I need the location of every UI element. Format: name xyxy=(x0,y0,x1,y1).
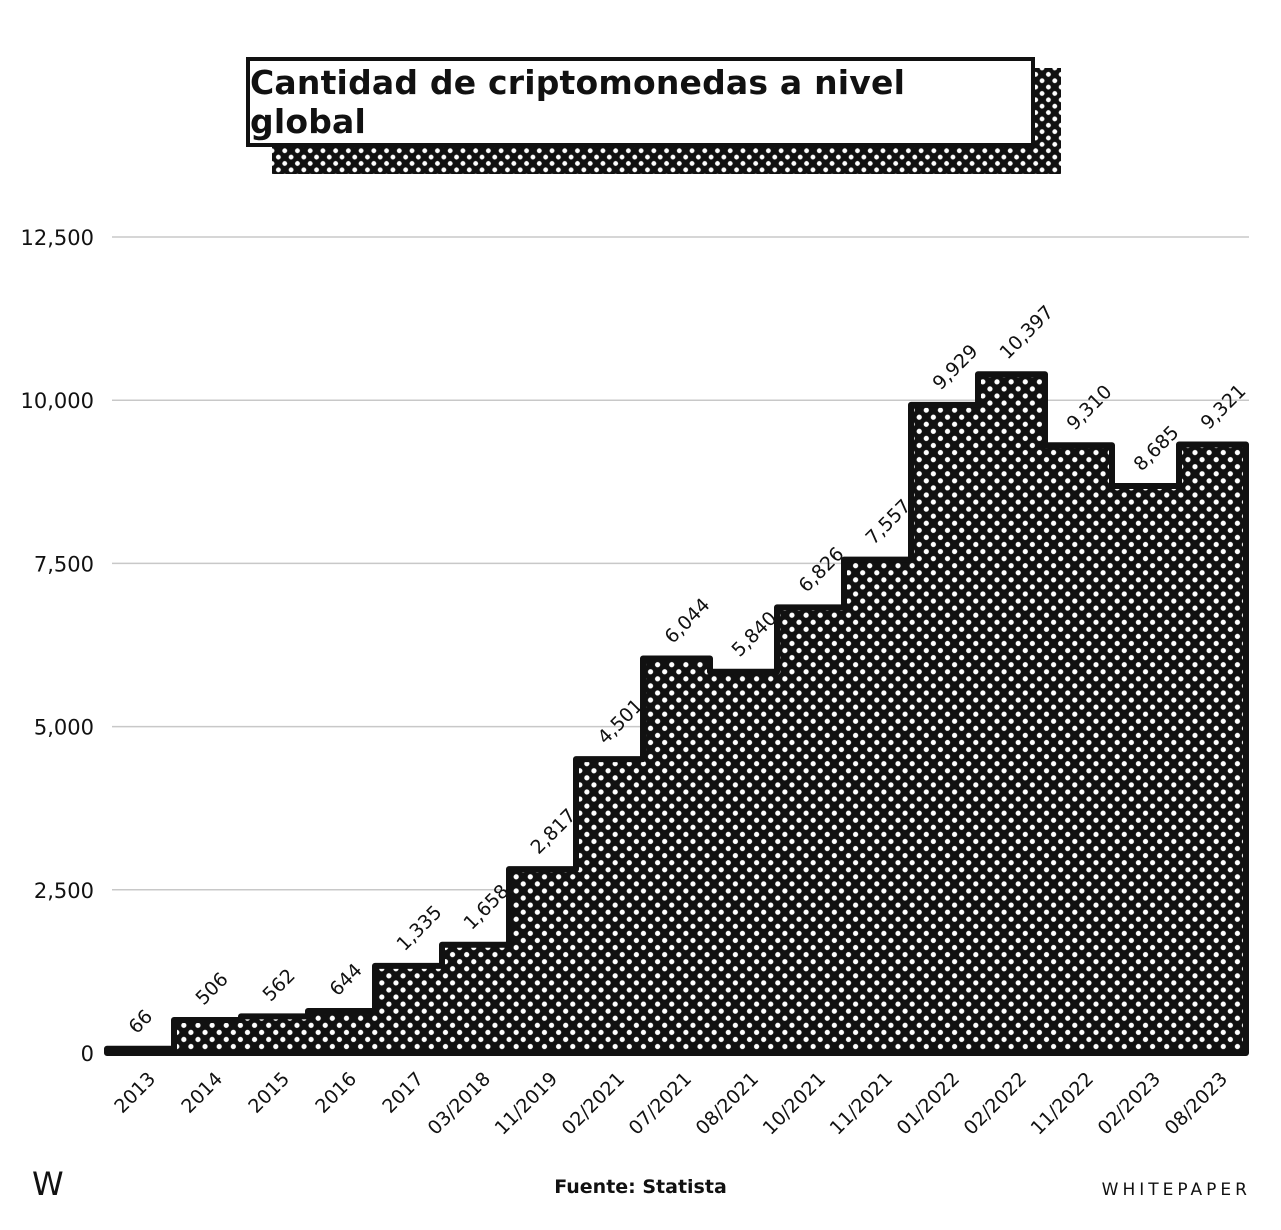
x-tick-label: 02/2023 xyxy=(1094,1068,1165,1139)
x-tick-label: 2016 xyxy=(311,1068,361,1118)
data-label: 9,321 xyxy=(1196,380,1250,434)
data-label: 66 xyxy=(124,1006,157,1039)
x-tick-label: 10/2021 xyxy=(759,1068,830,1139)
data-label: 4,501 xyxy=(593,695,647,749)
chart-title: Cantidad de criptomonedas a nivel global xyxy=(250,63,906,141)
x-tick-label: 01/2022 xyxy=(893,1068,964,1139)
data-label: 7,557 xyxy=(861,495,915,549)
data-label: 562 xyxy=(258,965,299,1006)
x-tick-label: 2013 xyxy=(110,1068,160,1118)
y-tick-label: 2,500 xyxy=(34,879,94,903)
x-tick-label: 2014 xyxy=(177,1068,227,1118)
data-label: 8,685 xyxy=(1129,422,1183,476)
data-label: 6,826 xyxy=(794,543,848,597)
y-tick-label: 5,000 xyxy=(34,716,94,740)
y-tick-label: 7,500 xyxy=(34,552,94,576)
whitepaper-logo-mark: W xyxy=(32,1165,64,1203)
area-step-path xyxy=(104,371,1249,1056)
x-tick-label: 08/2021 xyxy=(692,1068,763,1139)
data-label: 6,044 xyxy=(660,594,714,648)
x-tick-label: 07/2021 xyxy=(625,1068,696,1139)
x-tick-label: 2017 xyxy=(378,1068,428,1118)
data-label: 1,335 xyxy=(392,901,446,955)
data-label: 10,397 xyxy=(995,301,1058,364)
brand-wordmark: WHITEPAPER xyxy=(1101,1180,1251,1200)
data-label: 644 xyxy=(325,959,366,1000)
x-tick-label: 2015 xyxy=(244,1068,294,1118)
x-tick-label: 03/2018 xyxy=(424,1068,495,1139)
x-tick-label: 11/2021 xyxy=(826,1068,897,1139)
source-note: Fuente: Statista xyxy=(554,1176,727,1198)
chart-title-box: Cantidad de criptomonedas a nivel global xyxy=(246,57,1035,147)
x-tick-label: 08/2023 xyxy=(1161,1068,1232,1139)
data-label: 9,929 xyxy=(928,340,982,394)
y-tick-label: 0 xyxy=(81,1042,94,1066)
data-label: 5,840 xyxy=(727,607,781,661)
y-axis-ticks: 0 2,500 5,000 7,500 10,000 12,500 xyxy=(21,226,94,1066)
x-tick-label: 02/2021 xyxy=(558,1068,629,1139)
data-label: 1,658 xyxy=(459,880,513,934)
x-tick-label: 02/2022 xyxy=(960,1068,1031,1139)
data-label: 9,310 xyxy=(1062,381,1116,435)
data-label: 2,817 xyxy=(526,805,580,859)
area-series xyxy=(104,371,1249,1056)
x-tick-label: 11/2019 xyxy=(491,1068,562,1139)
y-tick-label: 10,000 xyxy=(21,389,94,413)
x-axis-ticks: 2013 2014 2015 2016 201703/201811/201902/202… xyxy=(110,1068,1232,1139)
data-label: 506 xyxy=(191,968,232,1009)
x-tick-label: 11/2022 xyxy=(1027,1068,1098,1139)
y-tick-label: 12,500 xyxy=(21,226,94,250)
